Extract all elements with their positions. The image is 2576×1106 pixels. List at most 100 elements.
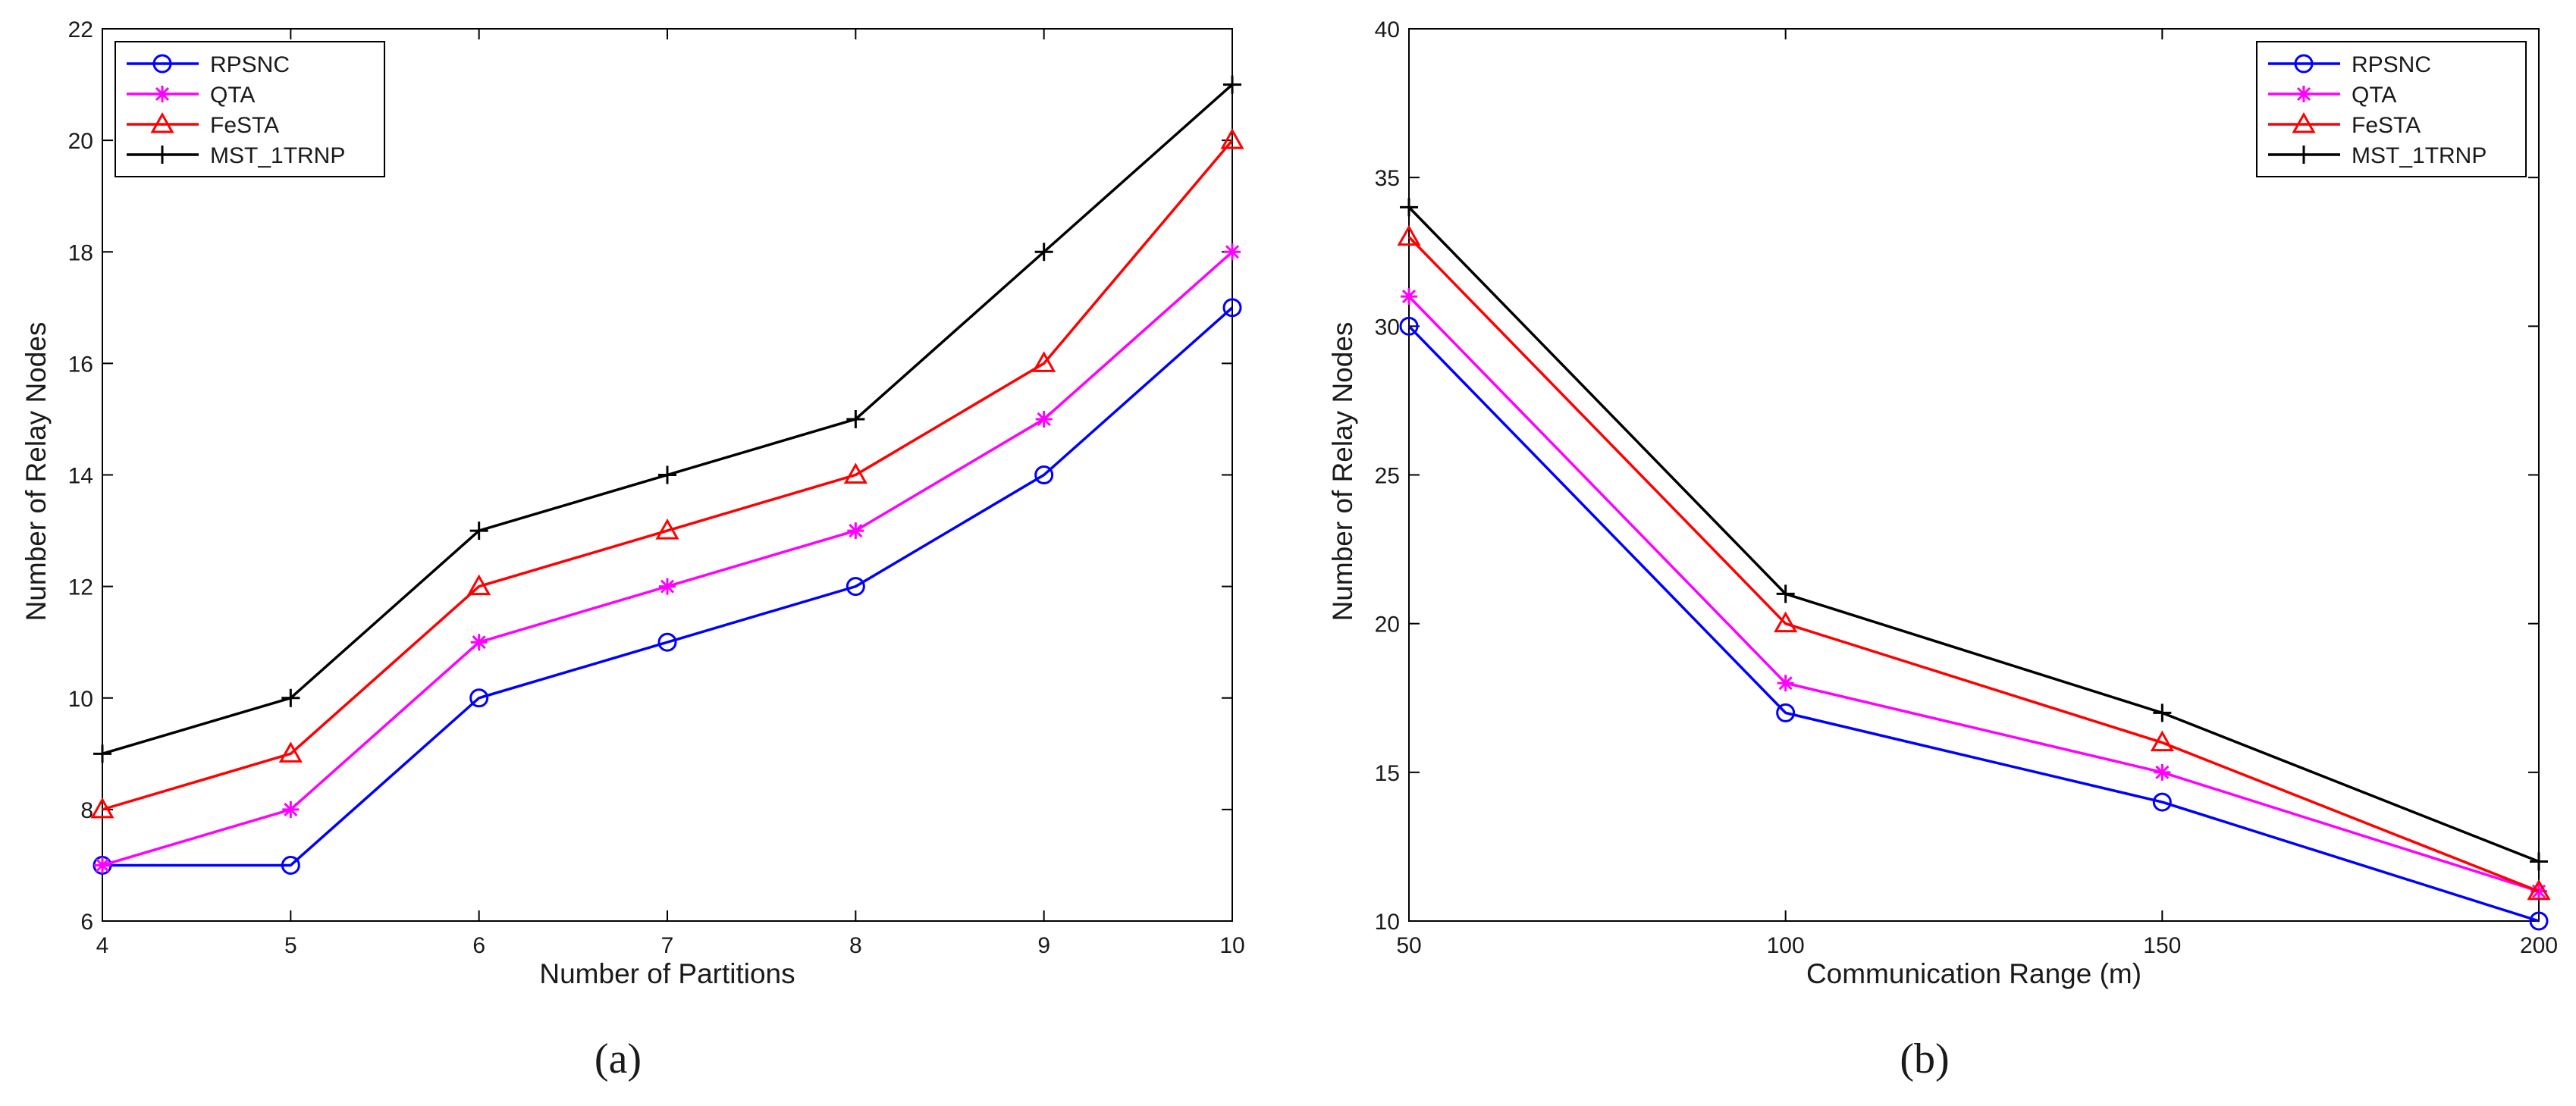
data-point-festa: [2150, 730, 2174, 752]
x-tick-label: 50: [1396, 933, 1421, 958]
data-point-mst-1trnp: [658, 465, 676, 484]
data-point-rpsnc: [846, 577, 865, 597]
data-point-festa: [655, 519, 679, 540]
chart-panel-b: 50 100 150 200 10 15 20 25 30 35 40 RPSNC QTA FeSTA MS…: [1327, 17, 2558, 1083]
chart-panel-a: 4 5 6 7 8 9 10 6 8 10 12 14 16 18 20 22 RPSNC QTA FeSTA MST…: [20, 17, 1245, 1083]
data-point-rpsnc: [1222, 298, 1242, 318]
y-tick-label: 16: [68, 352, 93, 377]
data-point-qta: [1035, 410, 1053, 428]
y-tick-label: 18: [68, 240, 93, 265]
data-point-festa: [1032, 351, 1056, 372]
data-point-qta: [470, 634, 488, 651]
x-axis-label: Number of Partitions: [539, 958, 795, 989]
data-point-qta: [2531, 882, 2547, 900]
y-tick-label: 40: [1375, 17, 1400, 42]
y-axis-label: Number of Relay Nodes: [1327, 322, 1358, 622]
legend-label: QTA: [2352, 83, 2396, 108]
legend-label: FeSTA: [210, 113, 279, 138]
data-point-qta: [2154, 763, 2171, 781]
y-tick-label: 14: [68, 464, 93, 489]
legend-label: FeSTA: [2352, 113, 2421, 138]
x-tick-label: 8: [849, 933, 862, 958]
y-tick-label: 10: [68, 687, 93, 712]
data-point-mst-1trnp: [1400, 198, 1418, 217]
data-point-festa: [90, 797, 115, 819]
x-tick-label: 5: [284, 933, 297, 958]
series-line-rpsnc: [102, 306, 1234, 867]
y-tick-label: 6: [80, 910, 93, 935]
x-tick-label: 150: [2143, 933, 2181, 958]
x-tick-label: 4: [96, 933, 109, 958]
legend: RPSNC QTA FeSTA MST_1TRNP: [115, 41, 385, 177]
y-tick-label: 10: [1375, 910, 1400, 935]
data-point-festa: [1220, 128, 1244, 149]
data-point-mst-1trnp: [281, 688, 300, 707]
data-point-qta: [1401, 288, 1417, 305]
data-point-festa: [1397, 224, 1421, 246]
data-point-festa: [467, 574, 491, 596]
data-point-qta: [94, 857, 111, 874]
legend-marker: [2295, 86, 2312, 102]
x-tick-label: 9: [1037, 933, 1050, 958]
data-point-festa: [1774, 611, 1798, 633]
data-point-rpsnc: [469, 688, 489, 708]
y-tick-label: 35: [1375, 166, 1400, 191]
legend-label: RPSNC: [2352, 52, 2431, 77]
data-point-rpsnc: [281, 855, 300, 875]
data-point-mst-1trnp: [469, 522, 488, 540]
legend-marker: [152, 54, 172, 74]
legend-label: QTA: [210, 83, 255, 108]
data-point-qta: [659, 578, 676, 595]
series-line-festa: [102, 139, 1234, 811]
data-point-qta: [282, 801, 300, 818]
data-point-mst-1trnp: [1223, 75, 1241, 94]
plot-area: [1408, 28, 2540, 922]
data-point-rpsnc: [2529, 911, 2549, 931]
data-point-rpsnc: [1399, 316, 1419, 336]
x-tick-label: 7: [661, 933, 674, 958]
data-point-rpsnc: [657, 632, 677, 652]
series-line-rpsnc: [1407, 325, 2540, 923]
y-tick-label: 22: [68, 17, 93, 42]
y-tick-label: 20: [68, 129, 93, 154]
legend-label: RPSNC: [210, 52, 290, 77]
data-point-mst-1trnp: [2153, 703, 2172, 722]
panel-caption: (a): [595, 1036, 642, 1083]
y-tick-label: 20: [1375, 613, 1400, 638]
x-tick-label: 6: [472, 933, 485, 958]
y-tick-label: 25: [1375, 464, 1400, 489]
x-tick-label: 200: [2520, 933, 2558, 958]
x-tick-label: 100: [1767, 933, 1805, 958]
data-point-qta: [847, 522, 864, 540]
data-point-rpsnc: [1776, 703, 1796, 722]
y-tick-label: 15: [1375, 761, 1400, 786]
y-tick-label: 8: [80, 798, 93, 823]
legend-label: MST_1TRNP: [210, 143, 345, 168]
legend-marker: [153, 146, 171, 164]
y-axis-label: Number of Relay Nodes: [20, 322, 52, 622]
data-point-festa: [278, 741, 303, 763]
legend-label: MST_1TRNP: [2352, 143, 2487, 168]
legend-marker: [2294, 54, 2314, 74]
legend: RPSNC QTA FeSTA MST_1TRNP: [2256, 41, 2527, 177]
legend-marker: [150, 111, 174, 133]
x-tick-label: 10: [1219, 933, 1244, 958]
series-line-mst-1trnp: [1407, 206, 2540, 863]
y-tick-label: 12: [68, 575, 93, 600]
series-line-festa: [1407, 236, 2540, 893]
data-point-qta: [1224, 243, 1241, 261]
data-point-mst-1trnp: [846, 409, 865, 428]
panel-caption: (b): [1900, 1036, 1949, 1083]
data-point-mst-1trnp: [93, 744, 111, 763]
data-point-rpsnc: [2152, 792, 2172, 812]
legend-marker: [2295, 146, 2313, 164]
data-point-mst-1trnp: [1776, 584, 1795, 603]
data-point-rpsnc: [1034, 465, 1054, 484]
series-line-qta: [1407, 295, 2540, 893]
x-axis-label: Communication Range (m): [1806, 958, 2141, 989]
legend-marker: [2292, 111, 2316, 133]
legend-marker: [154, 86, 171, 102]
data-point-festa: [2527, 879, 2551, 901]
data-point-festa: [843, 462, 868, 484]
